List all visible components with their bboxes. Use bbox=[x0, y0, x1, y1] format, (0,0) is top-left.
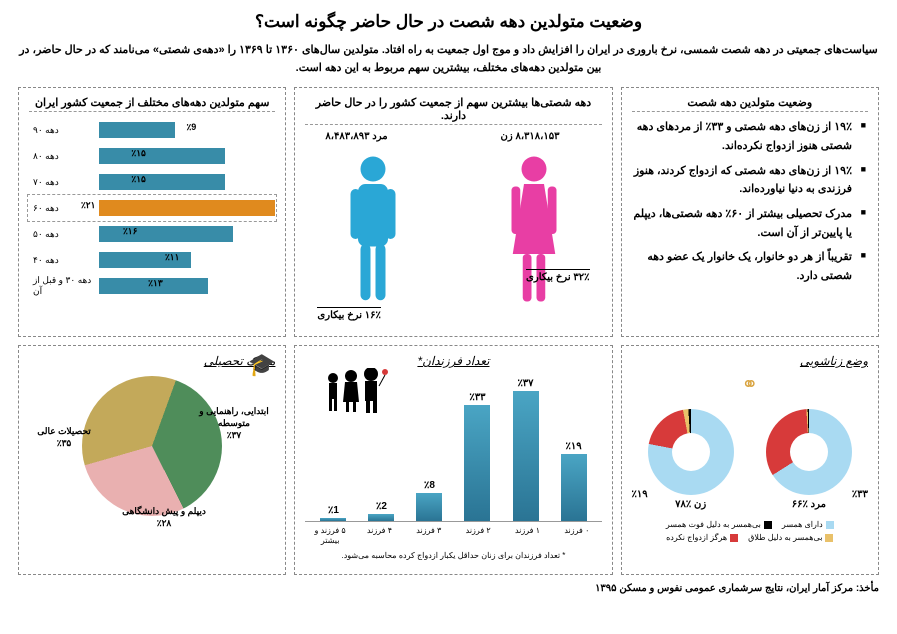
page-title: وضعیت متولدین دهه شصت در حال حاضر چگونه … bbox=[18, 12, 879, 32]
pie-label: ابتدایی، راهنمایی و متوسطه٪۳۷ bbox=[189, 406, 279, 441]
vbar-label: ۴ فرزند bbox=[363, 526, 395, 545]
hbar-row: ٪۱۵دهه ۷۰ bbox=[29, 170, 275, 194]
panel-marital-title: وضع زناشویی bbox=[632, 354, 868, 368]
panel-children-title: تعداد فرزندان* bbox=[305, 354, 601, 368]
marital-legend: دارای همسر بی‌همسر به دلیل فوت همسر بی‌همس… bbox=[632, 520, 868, 542]
female-icon bbox=[502, 154, 566, 309]
infographic-root: وضعیت متولدین دهه شصت در حال حاضر چگونه … bbox=[0, 0, 897, 606]
pie-label: دیپلم و پیش دانشگاهی٪۲۸ bbox=[119, 506, 209, 529]
rings-icon: ⚭ bbox=[632, 372, 868, 397]
vbar-col: ٪8 bbox=[413, 480, 445, 521]
vbar-col: ٪۱۹ bbox=[558, 441, 590, 521]
donut-female: ٪۱۹ زن ٪۷۸ bbox=[648, 409, 734, 510]
pie-wrap: ابتدایی، راهنمایی و متوسطه٪۳۷دیپلم و پیش… bbox=[29, 376, 275, 516]
donut-female-center: ٪۷۸ bbox=[675, 499, 691, 510]
male-unemployment: ۱۶٪ نرخ بیکاری bbox=[317, 307, 380, 321]
male-red-pct: ٪۳۳ bbox=[852, 489, 868, 500]
hbar-row: ٪۲۱دهه ۶۰ bbox=[29, 196, 275, 220]
vbar-label: ۱ فرزند bbox=[512, 526, 544, 545]
donut-male-center: ٪۶۶ bbox=[792, 499, 808, 510]
status-bullet: مدرک تحصیلی بیشتر از ۶۰٪ دهه شصتی‌ها، دی… bbox=[632, 205, 862, 242]
vbar-col: ٪۳۷ bbox=[510, 378, 542, 521]
legend-item: دارای همسر bbox=[782, 520, 834, 529]
legend-item: بی‌همسر به دلیل طلاق bbox=[748, 533, 833, 542]
panel-education: مدرک تحصیلی 🎓 ابتدایی، راهنمایی و متوسطه… bbox=[18, 345, 286, 575]
row-bottom: وضع زناشویی ⚭ ٪۳۳ مرد ٪۶۶ ٪۱۹ زن ٪۷۸ دار… bbox=[18, 345, 879, 575]
vbar-label: ۳ فرزند bbox=[413, 526, 445, 545]
hbar-chart: ٪9دهه ۹۰٪۱۵دهه ۸۰٪۱۵دهه ۷۰٪۲۱دهه ۶۰٪۱۶ده… bbox=[29, 118, 275, 323]
panel-status: وضعیت متولدین دهه شصت ۱۹٪ از زن‌های دهه … bbox=[621, 87, 879, 337]
graduation-cap-icon: 🎓 bbox=[248, 352, 275, 378]
donut-female-label: زن bbox=[694, 499, 706, 510]
vbar-col: ٪۳۳ bbox=[461, 392, 493, 521]
panel-population: دهه شصتی‌ها بیشترین سهم از جمعیت کشور را… bbox=[294, 87, 612, 337]
donut-female-ring bbox=[648, 409, 734, 495]
hbar-row: ٪۱۳دهه ۳۰ و قبل از آن bbox=[29, 274, 275, 298]
donut-male-label: مرد bbox=[811, 499, 826, 510]
vbar-labels: ۰ فرزند ۱ فرزند ۲ فرزند ۳ فرزند ۴ فرزند ۵ فرز… bbox=[305, 522, 601, 545]
page-subtitle: سیاست‌های جمعیتی در دهه شصت شمسی، نرخ با… bbox=[18, 42, 879, 77]
vbar-col: ٪1 bbox=[317, 505, 349, 522]
vbar-label: ۵ فرزند و بیشتر bbox=[314, 526, 346, 545]
panel-children: تعداد فرزندان* ٪۱۹ ٪۳۷ ٪۳۳ ٪8 ٪2 ٪1 ۰ فرزند ۱ … bbox=[294, 345, 612, 575]
hbar-row: ٪۱۶دهه ۵۰ bbox=[29, 222, 275, 246]
male-count: مرد ۸،۴۸۳،۸۹۳ bbox=[325, 131, 387, 142]
panel-decade-share: سهم متولدین دهه‌های مختلف از جمعیت کشور … bbox=[18, 87, 286, 337]
panel-edu-title: مدرک تحصیلی bbox=[29, 354, 275, 368]
hbar-row: ٪۱۵دهه ۸۰ bbox=[29, 144, 275, 168]
status-bullet: تقریباً از هر دو خانوار، یک خانوار یک عض… bbox=[632, 248, 862, 285]
panel-decade-title: سهم متولدین دهه‌های مختلف از جمعیت کشور … bbox=[29, 96, 275, 112]
source-line: مأخذ: مرکز آمار ایران، نتایج سرشماری عمو… bbox=[18, 583, 879, 594]
donut-male: ٪۳۳ مرد ٪۶۶ bbox=[766, 409, 852, 510]
row-top: وضعیت متولدین دهه شصت ۱۹٪ از زن‌های دهه … bbox=[18, 87, 879, 337]
vbar-label: ۰ فرزند bbox=[561, 526, 593, 545]
panel-status-title: وضعیت متولدین دهه شصت bbox=[632, 96, 868, 112]
female-red-pct: ٪۱۹ bbox=[632, 489, 648, 500]
hbar-row: ٪۱۱دهه ۴۰ bbox=[29, 248, 275, 272]
children-footnote: * تعداد فرزندان برای زنان حداقل یکبار از… bbox=[305, 551, 601, 560]
legend-item: بی‌همسر به دلیل فوت همسر bbox=[666, 520, 772, 529]
status-bullets: ۱۹٪ از زن‌های دهه شصتی و ۳۳٪ از مردهای د… bbox=[632, 118, 868, 286]
panel-marital: وضع زناشویی ⚭ ٪۳۳ مرد ٪۶۶ ٪۱۹ زن ٪۷۸ دار… bbox=[621, 345, 879, 575]
vbar-chart: ٪۱۹ ٪۳۷ ٪۳۳ ٪8 ٪2 ٪1 bbox=[305, 372, 601, 522]
donuts-wrap: ٪۳۳ مرد ٪۶۶ ٪۱۹ زن ٪۷۸ bbox=[632, 409, 868, 510]
status-bullet: ۱۹٪ از زن‌های دهه شصتی که ازدواج کردند، … bbox=[632, 162, 862, 199]
donut-male-ring bbox=[766, 409, 852, 495]
female-count: ۸،۳۱۸،۱۵۳ زن bbox=[501, 131, 560, 142]
vbar-col: ٪2 bbox=[365, 501, 397, 521]
legend-item: هرگز ازدواج نکرده bbox=[666, 533, 738, 542]
status-bullet: ۱۹٪ از زن‌های دهه شصتی و ۳۳٪ از مردهای د… bbox=[632, 118, 862, 155]
figures-wrap: مرد ۸،۴۸۳،۸۹۳ ۸،۳۱۸،۱۵۳ زن bbox=[305, 131, 601, 321]
vbar-label: ۲ فرزند bbox=[462, 526, 494, 545]
panel-population-title: دهه شصتی‌ها بیشترین سهم از جمعیت کشور را… bbox=[305, 96, 601, 125]
female-unemployment: ۳۲٪ نرخ بیکاری bbox=[526, 269, 589, 283]
male-icon bbox=[341, 154, 405, 309]
hbar-row: ٪9دهه ۹۰ bbox=[29, 118, 275, 142]
pie-label: تحصیلات عالی٪۳۵ bbox=[19, 426, 109, 449]
